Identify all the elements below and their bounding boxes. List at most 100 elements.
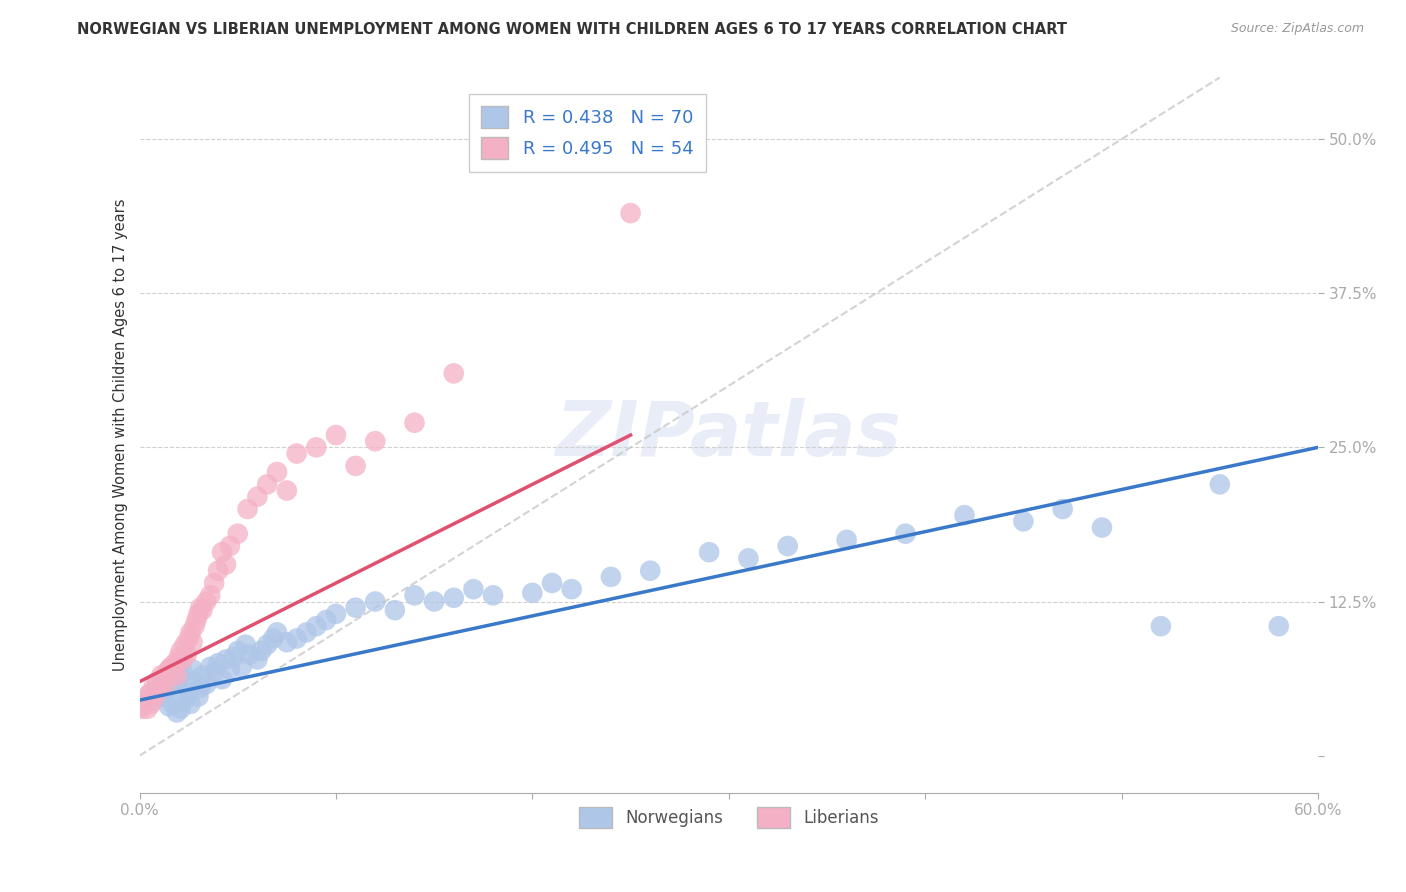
Point bbox=[561, 582, 583, 597]
Y-axis label: Unemployment Among Women with Children Ages 6 to 17 years: Unemployment Among Women with Children A… bbox=[114, 199, 128, 672]
Point bbox=[231, 660, 253, 674]
Point bbox=[207, 564, 229, 578]
Point bbox=[1150, 619, 1173, 633]
Point bbox=[143, 690, 166, 704]
Point bbox=[157, 699, 180, 714]
Point bbox=[177, 687, 200, 701]
Point bbox=[285, 446, 308, 460]
Point bbox=[835, 533, 858, 547]
Point bbox=[295, 625, 318, 640]
Point bbox=[219, 662, 242, 676]
Point bbox=[600, 570, 623, 584]
Point bbox=[246, 652, 269, 666]
Point bbox=[150, 668, 173, 682]
Point bbox=[160, 677, 183, 691]
Point bbox=[157, 662, 180, 676]
Point bbox=[181, 662, 204, 676]
Point bbox=[186, 613, 208, 627]
Point bbox=[142, 681, 165, 695]
Point bbox=[246, 490, 269, 504]
Point bbox=[638, 564, 661, 578]
Point bbox=[166, 668, 188, 682]
Point bbox=[167, 650, 190, 665]
Point bbox=[167, 668, 190, 682]
Point bbox=[238, 648, 260, 662]
Point bbox=[187, 690, 209, 704]
Point bbox=[172, 665, 194, 679]
Point bbox=[128, 699, 150, 714]
Point bbox=[285, 632, 308, 646]
Point bbox=[226, 644, 249, 658]
Point bbox=[173, 693, 195, 707]
Point bbox=[1267, 619, 1289, 633]
Point bbox=[202, 665, 225, 679]
Point bbox=[404, 588, 426, 602]
Point bbox=[894, 526, 917, 541]
Point bbox=[276, 635, 298, 649]
Point bbox=[180, 697, 202, 711]
Point bbox=[160, 660, 183, 674]
Point bbox=[152, 672, 174, 686]
Point bbox=[181, 635, 204, 649]
Point bbox=[364, 594, 387, 608]
Point bbox=[619, 206, 641, 220]
Point bbox=[132, 697, 155, 711]
Point bbox=[207, 656, 229, 670]
Point bbox=[423, 594, 446, 608]
Point bbox=[134, 693, 156, 707]
Point bbox=[176, 681, 198, 695]
Point bbox=[163, 656, 186, 670]
Point bbox=[522, 586, 544, 600]
Point bbox=[325, 607, 347, 621]
Point bbox=[163, 674, 186, 689]
Point bbox=[183, 619, 205, 633]
Point bbox=[170, 644, 193, 658]
Point bbox=[737, 551, 759, 566]
Point bbox=[156, 665, 179, 679]
Point bbox=[190, 600, 212, 615]
Point bbox=[211, 672, 233, 686]
Point bbox=[141, 697, 163, 711]
Text: Source: ZipAtlas.com: Source: ZipAtlas.com bbox=[1230, 22, 1364, 36]
Point bbox=[305, 619, 328, 633]
Point bbox=[953, 508, 976, 523]
Point bbox=[262, 632, 284, 646]
Point bbox=[211, 545, 233, 559]
Point bbox=[153, 677, 176, 691]
Point bbox=[266, 465, 288, 479]
Point bbox=[384, 603, 406, 617]
Point bbox=[1091, 520, 1114, 534]
Point bbox=[162, 697, 184, 711]
Point bbox=[200, 588, 222, 602]
Legend: Norwegians, Liberians: Norwegians, Liberians bbox=[572, 801, 886, 834]
Point bbox=[482, 588, 505, 602]
Point bbox=[191, 603, 214, 617]
Point bbox=[195, 594, 218, 608]
Point bbox=[142, 693, 165, 707]
Point bbox=[136, 702, 159, 716]
Point bbox=[177, 632, 200, 646]
Point bbox=[131, 702, 153, 716]
Point bbox=[276, 483, 298, 498]
Point bbox=[222, 650, 245, 665]
Point bbox=[200, 660, 222, 674]
Point bbox=[315, 613, 337, 627]
Point bbox=[325, 428, 347, 442]
Point bbox=[215, 558, 238, 572]
Point bbox=[219, 539, 242, 553]
Point bbox=[148, 681, 170, 695]
Point bbox=[344, 600, 367, 615]
Point bbox=[364, 434, 387, 449]
Point bbox=[148, 681, 170, 695]
Point bbox=[404, 416, 426, 430]
Point bbox=[256, 477, 278, 491]
Point bbox=[153, 684, 176, 698]
Point bbox=[236, 502, 259, 516]
Point bbox=[226, 526, 249, 541]
Point bbox=[183, 674, 205, 689]
Point bbox=[443, 591, 465, 605]
Point bbox=[235, 638, 257, 652]
Point bbox=[541, 576, 564, 591]
Point bbox=[166, 706, 188, 720]
Text: NORWEGIAN VS LIBERIAN UNEMPLOYMENT AMONG WOMEN WITH CHILDREN AGES 6 TO 17 YEARS : NORWEGIAN VS LIBERIAN UNEMPLOYMENT AMONG… bbox=[77, 22, 1067, 37]
